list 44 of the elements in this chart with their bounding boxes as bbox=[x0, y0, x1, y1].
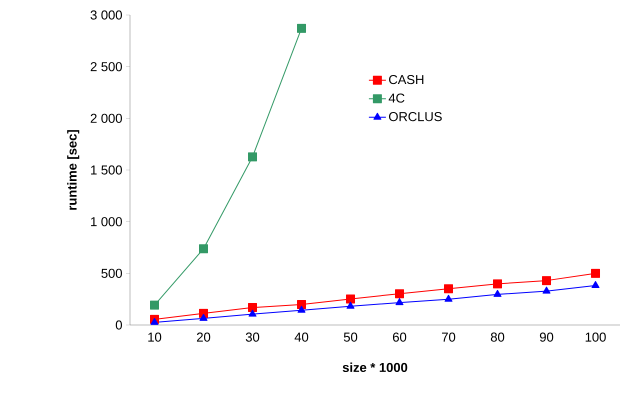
point bbox=[248, 310, 256, 317]
y-tick-label: 1 000 bbox=[91, 217, 122, 226]
x-tick-label: 40 bbox=[294, 332, 308, 342]
point bbox=[592, 281, 600, 288]
point bbox=[248, 152, 258, 162]
x-tick-label: 60 bbox=[392, 332, 406, 342]
x-tick-label: 80 bbox=[490, 332, 504, 342]
y-tick-label: 2 000 bbox=[90, 114, 122, 123]
legend-label: 4C bbox=[388, 94, 404, 103]
point bbox=[444, 294, 452, 302]
x-tick-label: 70 bbox=[442, 332, 456, 342]
point bbox=[150, 300, 160, 310]
x-tick-label: 10 bbox=[148, 332, 162, 342]
y-tick-label: 0 bbox=[116, 320, 122, 330]
point bbox=[494, 290, 502, 297]
point bbox=[199, 244, 208, 254]
point bbox=[542, 276, 552, 286]
y-axis-title: runtime [sec] bbox=[67, 130, 80, 210]
point bbox=[297, 24, 306, 33]
point bbox=[444, 284, 454, 294]
point bbox=[298, 306, 306, 313]
point bbox=[395, 289, 404, 298]
point bbox=[297, 300, 306, 310]
point bbox=[493, 279, 502, 288]
point bbox=[248, 303, 258, 312]
point bbox=[346, 302, 354, 309]
y-tick-label: 1 500 bbox=[91, 165, 122, 175]
x-tick-label: 20 bbox=[196, 332, 210, 342]
point bbox=[591, 268, 600, 278]
x-tick-label: 50 bbox=[344, 332, 358, 342]
y-tick-label: 500 bbox=[101, 268, 122, 278]
point bbox=[150, 318, 158, 325]
x-tick-label: 100 bbox=[586, 332, 606, 342]
x-tick-label: 90 bbox=[540, 332, 554, 342]
point bbox=[200, 314, 208, 321]
point bbox=[396, 298, 404, 306]
x-tick-label: 30 bbox=[246, 332, 260, 342]
legend-label: CASH bbox=[389, 74, 424, 84]
x-axis-title: size * 1000 bbox=[342, 362, 408, 372]
y-tick-label: 2 500 bbox=[90, 62, 122, 72]
point bbox=[542, 286, 550, 294]
y-tick-label: 3 000 bbox=[90, 10, 122, 20]
point bbox=[346, 294, 356, 304]
legend-label: ORCLUS bbox=[389, 112, 442, 122]
